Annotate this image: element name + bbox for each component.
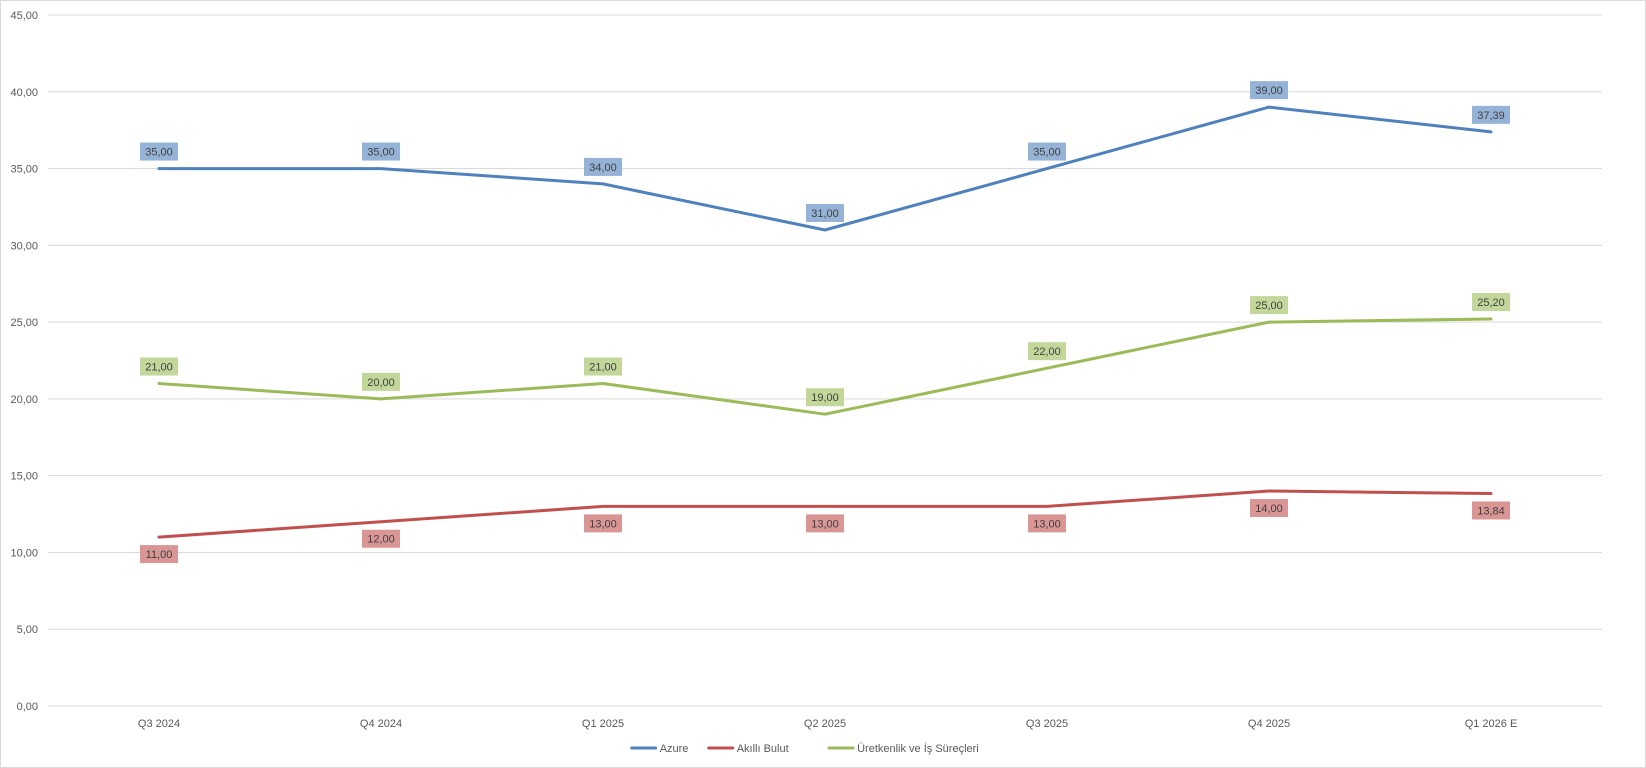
y-tick-label: 0,00 (17, 701, 38, 713)
data-label-text: 25,20 (1477, 297, 1505, 309)
data-label: 35,00 (140, 142, 178, 161)
legend-label: Akıllı Bulut (737, 743, 789, 755)
data-label: 25,00 (1250, 296, 1288, 315)
x-tick-label: Q4 2024 (360, 718, 402, 730)
data-label-text: 19,00 (811, 392, 839, 404)
data-label: 37,39 (1472, 105, 1510, 124)
data-labels: 35,00 35,00 34,00 31,00 35,00 39,00 37,39 11,00… (140, 81, 1510, 564)
data-label-box (584, 157, 622, 176)
y-tick-label: 30,00 (10, 240, 38, 252)
data-label-box (1472, 293, 1510, 312)
series-line (157, 317, 1493, 416)
data-label: 21,00 (584, 357, 622, 376)
data-label: 19,00 (806, 388, 844, 407)
data-label-text: 21,00 (145, 362, 173, 374)
data-label-text: 35,00 (1033, 147, 1061, 159)
x-axis-tick-labels: Q3 2024 Q4 2024 Q1 2025 Q2 2025 Q3 2025 Q4 20… (138, 718, 1517, 730)
data-label-text: 39,00 (1255, 85, 1283, 97)
data-label: 35,00 (1028, 142, 1066, 161)
data-label-text: 21,00 (589, 362, 617, 374)
series-line (157, 105, 1493, 232)
data-label: 34,00 (584, 157, 622, 176)
data-label-box (140, 545, 178, 564)
data-label-text: 13,00 (811, 518, 839, 530)
data-label: 39,00 (1250, 81, 1288, 100)
series-lines (157, 105, 1493, 539)
y-tick-label: 40,00 (10, 87, 38, 99)
data-label-box (1472, 501, 1510, 520)
data-label-text: 22,00 (1033, 346, 1061, 358)
data-label-text: 12,00 (367, 534, 395, 546)
x-tick-label: Q1 2025 (582, 718, 624, 730)
data-label: 14,00 (1250, 499, 1288, 518)
x-tick-label: Q4 2025 (1248, 718, 1290, 730)
data-label: 31,00 (806, 203, 844, 222)
data-label: 20,00 (362, 372, 400, 391)
gridlines (48, 14, 1602, 630)
data-label-box (1250, 499, 1288, 518)
legend-label: Azure (660, 743, 689, 755)
data-label: 11,00 (140, 545, 178, 564)
x-tick-label: Q1 2026 E (1465, 718, 1518, 730)
data-label-box (1250, 81, 1288, 100)
y-tick-label: 35,00 (10, 164, 38, 176)
legend-item: Akıllı Bulut (707, 743, 789, 755)
data-label-box (362, 372, 400, 391)
data-label: 13,00 (806, 514, 844, 533)
y-tick-label: 25,00 (10, 317, 38, 329)
data-label: 21,00 (140, 357, 178, 376)
data-label-text: 25,00 (1255, 300, 1283, 312)
data-label-box (1028, 514, 1066, 533)
data-label: 13,84 (1472, 501, 1510, 520)
y-tick-label: 10,00 (10, 547, 38, 559)
legend-label: Üretkenlik ve İş Süreçleri (857, 742, 979, 755)
x-tick-label: Q2 2025 (804, 718, 846, 730)
data-label-text: 37,39 (1477, 110, 1505, 122)
data-label-box (584, 357, 622, 376)
data-label-text: 14,00 (1255, 503, 1283, 515)
y-tick-label: 45,00 (10, 10, 38, 22)
data-label-text: 35,00 (145, 147, 173, 159)
data-label: 35,00 (362, 142, 400, 161)
data-label: 13,00 (1028, 514, 1066, 533)
data-label: 22,00 (1028, 342, 1066, 361)
data-label-box (362, 529, 400, 548)
series-line (157, 489, 1493, 539)
legend-item: Üretkenlik ve İş Süreçleri (827, 742, 979, 755)
data-label-text: 20,00 (367, 377, 395, 389)
data-label-text: 31,00 (811, 208, 839, 220)
data-label-box (1028, 342, 1066, 361)
data-label-box (140, 357, 178, 376)
legend-item: Azure (630, 743, 689, 755)
data-label-box (806, 514, 844, 533)
data-label-box (1472, 105, 1510, 124)
x-tick-label: Q3 2025 (1026, 718, 1068, 730)
data-label-box (1028, 142, 1066, 161)
data-label-box (584, 514, 622, 533)
data-label-text: 11,00 (146, 549, 173, 561)
legend: Azure Akıllı Bulut Üretkenlik ve İş Süreçl… (630, 742, 979, 755)
data-label-box (362, 142, 400, 161)
data-label: 13,00 (584, 514, 622, 533)
data-label-box (140, 142, 178, 161)
y-tick-label: 15,00 (10, 471, 38, 483)
data-label-text: 13,84 (1477, 505, 1505, 517)
y-axis-tick-labels: 0,00 5,00 10,00 15,00 20,00 25,00 30,00 35,00 40… (10, 10, 38, 713)
data-label-box (806, 203, 844, 222)
data-label-box (806, 388, 844, 407)
data-label-text: 35,00 (367, 147, 395, 159)
data-label: 25,20 (1472, 293, 1510, 312)
data-label-text: 13,00 (589, 518, 617, 530)
y-tick-label: 5,00 (17, 624, 38, 636)
data-label-text: 13,00 (1033, 518, 1061, 530)
data-label: 12,00 (362, 529, 400, 548)
x-tick-label: Q3 2024 (138, 718, 180, 730)
y-tick-label: 20,00 (10, 394, 38, 406)
data-label-box (1250, 296, 1288, 315)
data-label-text: 34,00 (589, 162, 617, 174)
